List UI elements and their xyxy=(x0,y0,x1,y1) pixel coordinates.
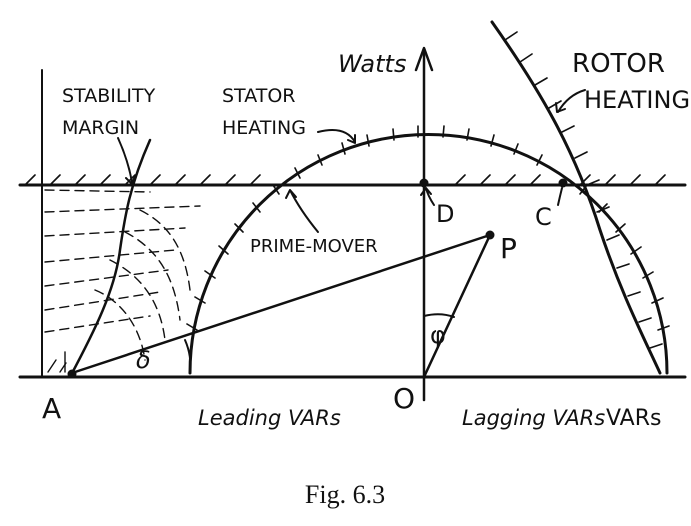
watts-label: Watts xyxy=(338,50,406,78)
point-c-label: C xyxy=(535,203,552,231)
stability-hatching xyxy=(44,189,201,361)
point-p-dot xyxy=(485,230,495,240)
stator-label-2: HEATING xyxy=(222,117,306,139)
figure-caption: Fig. 6.3 xyxy=(305,480,385,509)
point-d-label: D xyxy=(436,200,454,228)
vars-label: VARs xyxy=(606,406,661,431)
phi-label: φ xyxy=(430,321,446,349)
point-a-dot xyxy=(67,369,77,379)
stator-heating-arc xyxy=(188,133,669,375)
stability-label-2: MARGIN xyxy=(62,117,139,139)
rotor-heating-label-2: HEATING xyxy=(584,86,690,114)
stator-label-1: STATOR xyxy=(222,85,295,107)
d-pointer-arrow xyxy=(420,187,435,206)
stability-margin-curve xyxy=(68,138,152,379)
stator-hatching xyxy=(186,125,670,331)
delta-angle-arc xyxy=(184,339,192,374)
watts-arrow-icon xyxy=(414,46,434,72)
phi-angle-arc xyxy=(423,313,455,318)
rotor-heating-curve xyxy=(490,20,662,375)
point-p-label: P xyxy=(500,232,517,265)
delta-label: δ xyxy=(136,346,151,374)
stability-triangle xyxy=(47,351,67,373)
point-o-label: O xyxy=(393,382,415,415)
point-d-dot xyxy=(419,178,429,188)
rotor-pointer-arrow xyxy=(555,89,586,113)
line-ap xyxy=(70,233,492,375)
rotor-heating-label-1: ROTOR xyxy=(572,49,665,79)
c-pointer-arrow xyxy=(557,187,563,206)
leading-vars-label: Leading VARs xyxy=(198,406,341,430)
line-op xyxy=(422,233,492,379)
lagging-vars-label: Lagging VARs xyxy=(462,406,605,430)
point-c-dot xyxy=(558,178,568,188)
stator-pointer-arrow xyxy=(317,129,356,144)
point-a-label: A xyxy=(42,392,61,425)
prime-mover-hatching xyxy=(24,174,666,186)
prime-mover-label: PRIME-MOVER xyxy=(250,236,378,257)
stability-pointer-arrow xyxy=(117,137,136,185)
stability-label-1: STABILITY xyxy=(62,85,156,107)
prime-mover-pointer-arrow xyxy=(285,189,319,233)
rotor-hatching xyxy=(504,31,663,349)
